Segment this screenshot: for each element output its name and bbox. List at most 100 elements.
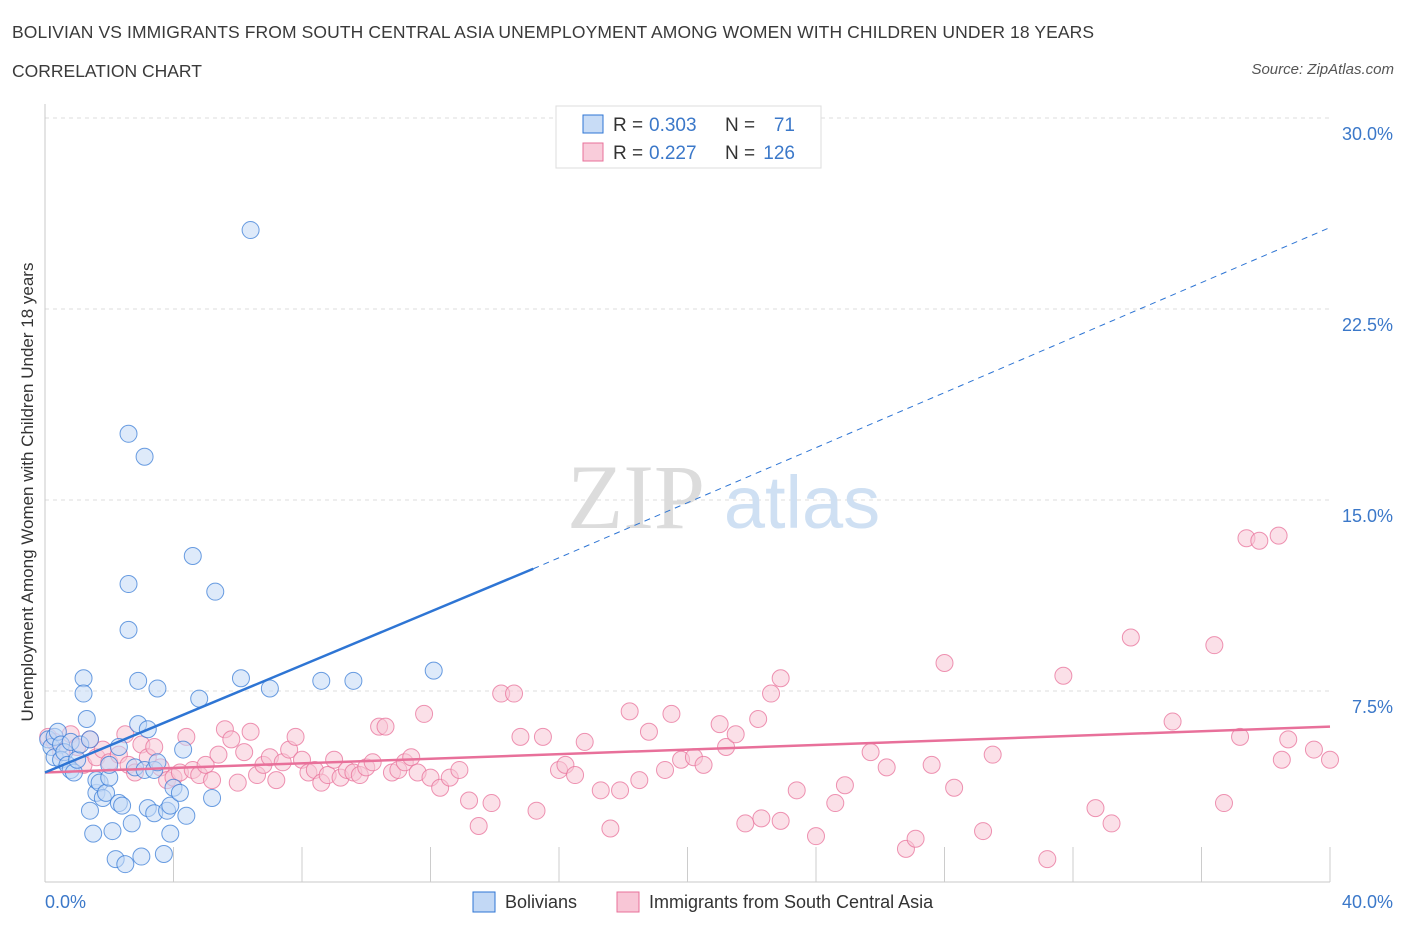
data-point-south-central-asia: [1279, 730, 1298, 749]
series-south-central-asia-points: [39, 526, 1339, 869]
data-point-south-central-asia: [222, 730, 241, 749]
data-point-south-central-asia: [771, 669, 790, 688]
data-point-bolivians: [74, 684, 93, 703]
data-point-south-central-asia: [974, 822, 993, 841]
data-point-south-central-asia: [601, 819, 620, 838]
data-point-south-central-asia: [527, 801, 546, 820]
trendline-south-central-asia: [44, 725, 1331, 774]
data-point-bolivians: [344, 671, 363, 690]
legend-label-south-central-asia: Immigrants from South Central Asia: [649, 892, 934, 912]
data-point-south-central-asia: [983, 745, 1002, 764]
x-tick-labels: 0.0% 40.0%: [45, 892, 1393, 912]
r-label: R =: [613, 115, 643, 136]
data-point-bolivians: [206, 582, 225, 601]
data-point-bolivians: [135, 447, 154, 466]
data-point-south-central-asia: [505, 684, 524, 703]
data-point-south-central-asia: [694, 755, 713, 774]
trend-lines: [44, 227, 1331, 774]
data-point-south-central-asia: [286, 727, 305, 746]
data-point-bolivians: [80, 730, 99, 749]
data-point-bolivians: [113, 796, 132, 815]
data-point-bolivians: [119, 575, 138, 594]
data-point-bolivians: [154, 844, 173, 863]
data-point-south-central-asia: [611, 781, 630, 800]
data-point-bolivians: [148, 679, 167, 698]
data-point-south-central-asia: [450, 760, 469, 779]
data-point-bolivians: [177, 806, 196, 825]
n-value: 126: [763, 143, 795, 164]
data-point-south-central-asia: [935, 653, 954, 672]
data-point-bolivians: [312, 671, 331, 690]
data-point-bolivians: [119, 424, 138, 443]
data-point-south-central-asia: [752, 809, 771, 828]
data-point-bolivians: [74, 669, 93, 688]
n-label: N =: [725, 143, 755, 164]
y-tick-label: 22.5%: [1342, 315, 1393, 335]
data-point-south-central-asia: [749, 710, 768, 729]
data-point-south-central-asia: [241, 722, 260, 741]
data-point-bolivians: [161, 796, 180, 815]
data-point-south-central-asia: [861, 743, 880, 762]
data-point-bolivians: [161, 824, 180, 843]
x-tick-label-max: 40.0%: [1342, 892, 1393, 912]
data-point-south-central-asia: [469, 816, 488, 835]
data-point-south-central-asia: [771, 811, 790, 830]
r-value: 0.227: [649, 143, 697, 164]
r-value: 0.303: [649, 115, 697, 136]
data-point-bolivians: [116, 855, 135, 874]
data-point-south-central-asia: [630, 771, 649, 790]
y-axis-label: Unemployment Among Women with Children U…: [18, 263, 37, 722]
data-point-bolivians: [174, 740, 193, 759]
grid-lines: [45, 117, 1330, 692]
chart-title: BOLIVIAN VS IMMIGRANTS FROM SOUTH CENTRA…: [12, 22, 1095, 42]
data-point-south-central-asia: [402, 748, 421, 767]
data-point-south-central-asia: [1205, 636, 1224, 655]
data-point-south-central-asia: [267, 771, 286, 790]
data-point-south-central-asia: [1038, 850, 1057, 869]
data-point-south-central-asia: [1272, 750, 1291, 769]
data-point-bolivians: [84, 824, 103, 843]
data-point-south-central-asia: [906, 829, 925, 848]
data-point-bolivians: [119, 620, 138, 639]
trendline-bolivians-extension: [533, 227, 1331, 570]
watermark-atlas: atlas: [724, 461, 880, 544]
data-point-south-central-asia: [807, 827, 825, 846]
data-point-south-central-asia: [710, 715, 729, 734]
legend-label-bolivians: Bolivians: [505, 892, 577, 912]
n-value: 71: [774, 115, 795, 136]
data-point-bolivians: [77, 710, 96, 729]
data-point-south-central-asia: [376, 717, 395, 736]
data-point-south-central-asia: [639, 722, 658, 741]
data-point-south-central-asia: [533, 727, 552, 746]
data-point-south-central-asia: [235, 743, 254, 762]
data-point-south-central-asia: [726, 725, 745, 744]
source-label: Source: ZipAtlas.com: [1251, 61, 1394, 78]
data-point-bolivians: [103, 822, 122, 841]
y-tick-labels: 7.5% 15.0% 22.5% 30.0%: [1342, 124, 1393, 717]
data-point-bolivians: [424, 661, 443, 680]
data-point-south-central-asia: [1054, 666, 1073, 685]
chart-subtitle: CORRELATION CHART: [12, 61, 202, 81]
data-point-south-central-asia: [363, 753, 382, 772]
data-point-south-central-asia: [460, 791, 479, 810]
data-point-south-central-asia: [575, 732, 594, 751]
data-point-south-central-asia: [922, 755, 941, 774]
data-point-south-central-asia: [1163, 712, 1182, 731]
data-point-south-central-asia: [1214, 794, 1233, 813]
data-point-south-central-asia: [762, 684, 781, 703]
data-point-south-central-asia: [1102, 814, 1121, 833]
x-tick-label-min: 0.0%: [45, 892, 86, 912]
data-point-south-central-asia: [145, 738, 164, 757]
data-point-south-central-asia: [835, 776, 854, 795]
r-label: R =: [613, 143, 643, 164]
data-point-south-central-asia: [511, 727, 530, 746]
data-point-bolivians: [231, 669, 250, 688]
data-point-south-central-asia: [826, 794, 845, 813]
data-point-bolivians: [122, 814, 141, 833]
legend-swatch-south-central-asia: [616, 891, 640, 913]
watermark-zip: ZIP: [567, 446, 705, 548]
data-point-south-central-asia: [1086, 799, 1105, 818]
data-point-bolivians: [170, 783, 189, 802]
data-point-bolivians: [148, 753, 167, 772]
